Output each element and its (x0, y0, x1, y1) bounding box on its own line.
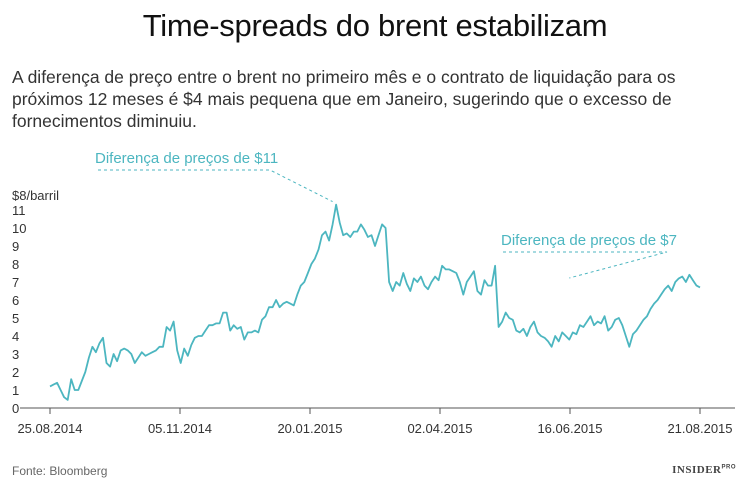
x-axis: 25.08.2014 05.11.2014 20.01.2015 02.04.2015… (17, 407, 735, 436)
y-tick-label: 9 (12, 239, 19, 254)
chart-title: Time-spreads do brent estabilizam (142, 8, 608, 43)
y-tick-label: 1 (12, 383, 19, 398)
y-axis-ticks: 0 1 2 3 4 5 6 7 8 9 10 11 (12, 203, 26, 416)
y-tick-label: 10 (12, 221, 26, 236)
publisher-logo: INSIDERPRO (672, 464, 736, 476)
logo-sup: PRO (721, 464, 736, 471)
y-tick-label: 3 (12, 347, 19, 362)
y-tick-label: 6 (12, 293, 19, 308)
chart-subtitle: A diferença de preço entre o brent no pr… (12, 67, 676, 131)
series-group (49, 203, 701, 401)
annotation-label: Diferença de preços de $7 (501, 232, 677, 249)
x-tick-label: 05.11.2014 (148, 421, 212, 436)
x-tick-label: 02.04.2015 (407, 421, 472, 436)
annotations: Diferença de preços de $11 Diferença de p… (95, 150, 677, 279)
annotation-leader (503, 251, 668, 279)
y-tick-label: 11 (12, 203, 26, 218)
logo-text: INSIDER (672, 464, 722, 476)
x-tick-label: 16.06.2015 (537, 421, 602, 436)
x-tick-label: 20.01.2015 (277, 421, 342, 436)
source-note: Fonte: Bloomberg (12, 464, 108, 478)
series-line (49, 203, 701, 401)
x-tick-label: 25.08.2014 (17, 421, 82, 436)
y-tick-label: 8 (12, 257, 19, 272)
y-tick-label: 7 (12, 275, 19, 290)
x-tick-label: 21.08.2015 (667, 421, 732, 436)
annotation-label: Diferença de preços de $11 (95, 150, 278, 167)
y-tick-label: 4 (12, 329, 19, 344)
annotation-leader (98, 169, 333, 203)
y-tick-label: 0 (12, 401, 19, 416)
y-tick-label: 5 (12, 311, 19, 326)
y-axis-label: $8/barril (12, 188, 59, 203)
y-tick-label: 2 (12, 365, 19, 380)
